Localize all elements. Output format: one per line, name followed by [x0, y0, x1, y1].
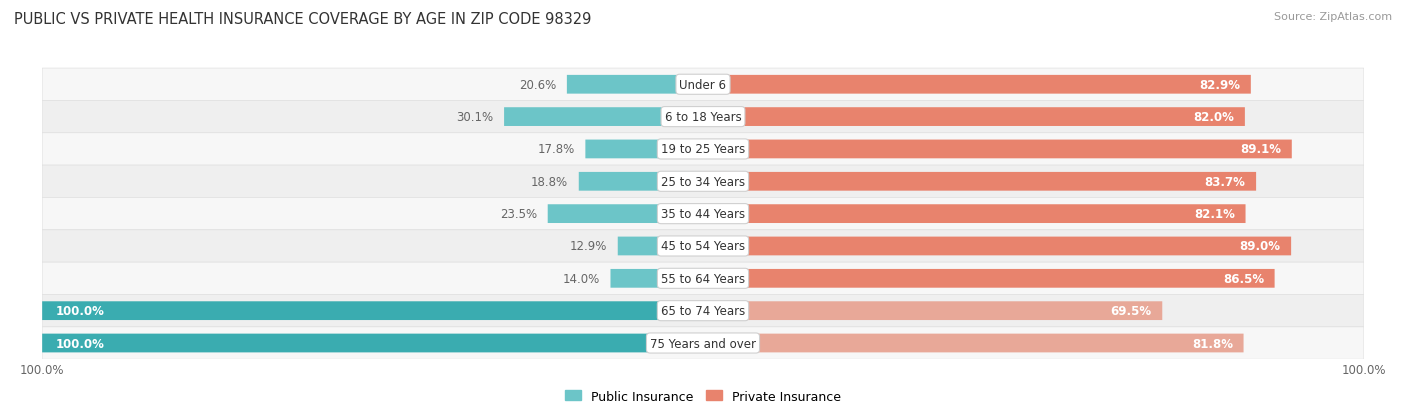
Text: 45 to 54 Years: 45 to 54 Years [661, 240, 745, 253]
Text: 25 to 34 Years: 25 to 34 Years [661, 176, 745, 188]
Text: Source: ZipAtlas.com: Source: ZipAtlas.com [1274, 12, 1392, 22]
FancyBboxPatch shape [703, 108, 1244, 127]
Text: 69.5%: 69.5% [1111, 304, 1152, 318]
FancyBboxPatch shape [42, 301, 703, 320]
Text: Under 6: Under 6 [679, 78, 727, 92]
Text: 14.0%: 14.0% [562, 272, 600, 285]
FancyBboxPatch shape [703, 269, 1275, 288]
Text: 18.8%: 18.8% [531, 176, 568, 188]
FancyBboxPatch shape [42, 69, 1364, 101]
Text: 65 to 74 Years: 65 to 74 Years [661, 304, 745, 318]
FancyBboxPatch shape [703, 237, 1291, 256]
FancyBboxPatch shape [42, 230, 1364, 263]
Text: 82.9%: 82.9% [1199, 78, 1240, 92]
Text: 83.7%: 83.7% [1205, 176, 1246, 188]
Text: 17.8%: 17.8% [537, 143, 575, 156]
Text: 35 to 44 Years: 35 to 44 Years [661, 208, 745, 221]
FancyBboxPatch shape [42, 101, 1364, 133]
Text: 100.0%: 100.0% [55, 337, 104, 350]
FancyBboxPatch shape [703, 173, 1256, 191]
FancyBboxPatch shape [42, 295, 1364, 327]
Text: 100.0%: 100.0% [55, 304, 104, 318]
Text: 55 to 64 Years: 55 to 64 Years [661, 272, 745, 285]
Text: 6 to 18 Years: 6 to 18 Years [665, 111, 741, 124]
FancyBboxPatch shape [567, 76, 703, 95]
Text: 82.1%: 82.1% [1194, 208, 1234, 221]
FancyBboxPatch shape [703, 205, 1246, 223]
FancyBboxPatch shape [579, 173, 703, 191]
Text: 20.6%: 20.6% [519, 78, 557, 92]
Text: 82.0%: 82.0% [1194, 111, 1234, 124]
FancyBboxPatch shape [610, 269, 703, 288]
FancyBboxPatch shape [703, 334, 1243, 353]
FancyBboxPatch shape [42, 327, 1364, 359]
Legend: Public Insurance, Private Insurance: Public Insurance, Private Insurance [565, 390, 841, 403]
FancyBboxPatch shape [42, 166, 1364, 198]
FancyBboxPatch shape [703, 76, 1251, 95]
FancyBboxPatch shape [585, 140, 703, 159]
Text: 89.1%: 89.1% [1240, 143, 1281, 156]
FancyBboxPatch shape [703, 301, 1163, 320]
Text: 19 to 25 Years: 19 to 25 Years [661, 143, 745, 156]
Text: 81.8%: 81.8% [1192, 337, 1233, 350]
FancyBboxPatch shape [42, 133, 1364, 166]
FancyBboxPatch shape [42, 334, 703, 353]
Text: 30.1%: 30.1% [457, 111, 494, 124]
Text: 86.5%: 86.5% [1223, 272, 1264, 285]
Text: 23.5%: 23.5% [501, 208, 537, 221]
Text: 89.0%: 89.0% [1240, 240, 1281, 253]
FancyBboxPatch shape [617, 237, 703, 256]
FancyBboxPatch shape [42, 263, 1364, 295]
FancyBboxPatch shape [703, 140, 1292, 159]
FancyBboxPatch shape [42, 198, 1364, 230]
Text: 75 Years and over: 75 Years and over [650, 337, 756, 350]
Text: 12.9%: 12.9% [569, 240, 607, 253]
Text: PUBLIC VS PRIVATE HEALTH INSURANCE COVERAGE BY AGE IN ZIP CODE 98329: PUBLIC VS PRIVATE HEALTH INSURANCE COVER… [14, 12, 592, 27]
FancyBboxPatch shape [548, 205, 703, 223]
FancyBboxPatch shape [505, 108, 703, 127]
